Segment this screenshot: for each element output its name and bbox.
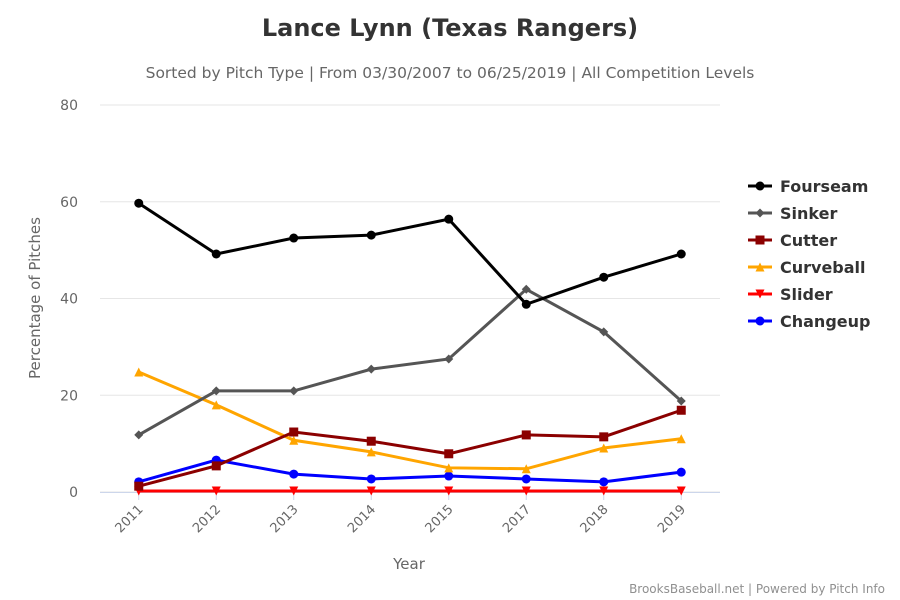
y-tick-label: 40 (60, 292, 78, 308)
data-point-curveball[interactable] (599, 443, 609, 453)
data-point-cutter[interactable] (599, 432, 609, 442)
legend-label: Cutter (780, 231, 837, 250)
legend-marker[interactable] (755, 235, 765, 245)
data-point-fourseam[interactable] (134, 198, 144, 208)
legend-marker[interactable] (755, 208, 765, 218)
data-point-changeup[interactable] (676, 467, 686, 477)
x-tick-label: 2014 (345, 502, 379, 536)
legend-item-fourseam[interactable]: Fourseam (748, 177, 868, 196)
series-fourseam (134, 198, 686, 309)
series-curveball (134, 367, 686, 474)
credits[interactable]: BrooksBaseball.net | Powered by Pitch In… (629, 582, 885, 596)
x-tick-label: 2019 (655, 502, 689, 536)
data-point-curveball[interactable] (134, 367, 144, 377)
series-line-sinker[interactable] (138, 287, 683, 437)
x-tick-label: 2017 (500, 502, 534, 536)
data-point-slider[interactable] (211, 486, 221, 496)
data-point-changeup[interactable] (599, 477, 609, 487)
legend-label: Fourseam (780, 177, 868, 196)
data-point-curveball[interactable] (366, 447, 376, 457)
data-point-sinker[interactable] (444, 354, 454, 364)
data-point-changeup[interactable] (521, 474, 531, 484)
legend-item-slider[interactable]: Slider (748, 285, 833, 304)
data-point-cutter[interactable] (521, 430, 531, 440)
series-line-fourseam[interactable] (137, 201, 682, 307)
data-point-cutter[interactable] (444, 449, 454, 459)
legend-item-curveball[interactable]: Curveball (748, 258, 866, 277)
y-axis-label: Percentage of Pitches (26, 217, 44, 379)
data-point-fourseam[interactable] (289, 233, 299, 243)
data-point-curveball[interactable] (676, 434, 686, 444)
data-point-sinker[interactable] (366, 364, 376, 374)
legend-marker[interactable] (755, 316, 765, 326)
data-point-sinker[interactable] (289, 386, 299, 396)
series-sinker (134, 284, 686, 440)
legend-label: Curveball (780, 258, 866, 277)
data-point-curveball[interactable] (521, 464, 531, 474)
data-point-slider[interactable] (444, 486, 454, 496)
data-point-cutter[interactable] (211, 461, 221, 471)
data-point-sinker[interactable] (599, 327, 609, 337)
chart-title: Lance Lynn (Texas Rangers) (262, 14, 638, 42)
x-tick-label: 2012 (190, 502, 224, 536)
data-point-changeup[interactable] (366, 474, 376, 484)
y-tick-label: 0 (69, 485, 78, 501)
legend-item-sinker[interactable]: Sinker (748, 204, 837, 223)
y-tick-label: 60 (60, 195, 78, 211)
data-point-cutter[interactable] (289, 427, 299, 437)
x-tick-label: 2011 (113, 502, 147, 536)
y-tick-label: 80 (60, 98, 78, 114)
series-cutter (134, 405, 686, 491)
data-point-fourseam[interactable] (676, 249, 686, 259)
series-slider (134, 486, 686, 496)
series-line-changeup[interactable] (138, 458, 682, 484)
data-point-slider[interactable] (289, 486, 299, 496)
legend-marker[interactable] (755, 181, 765, 191)
legend-item-cutter[interactable]: Cutter (748, 231, 837, 250)
legend-item-changeup[interactable]: Changeup (748, 312, 870, 331)
legend-label: Changeup (780, 312, 870, 331)
chart-subtitle: Sorted by Pitch Type | From 03/30/2007 t… (146, 64, 755, 82)
data-point-sinker[interactable] (134, 430, 144, 440)
data-point-cutter[interactable] (134, 481, 144, 491)
data-point-slider[interactable] (676, 486, 686, 496)
series-line-curveball[interactable] (138, 370, 682, 471)
legend-label: Sinker (780, 204, 837, 223)
x-tick-label: 2013 (268, 502, 302, 536)
data-point-cutter[interactable] (676, 405, 686, 415)
legend-marker[interactable] (755, 262, 765, 272)
y-tick-label: 20 (60, 388, 78, 404)
data-point-fourseam[interactable] (211, 249, 221, 259)
data-point-sinker[interactable] (211, 386, 221, 396)
data-point-slider[interactable] (599, 486, 609, 496)
legend-label: Slider (780, 285, 833, 304)
data-point-curveball[interactable] (211, 400, 221, 410)
data-point-slider[interactable] (366, 486, 376, 496)
data-point-changeup[interactable] (289, 469, 299, 479)
data-point-curveball[interactable] (289, 435, 299, 445)
x-tick-label: 2015 (423, 502, 457, 536)
data-point-sinker[interactable] (676, 396, 686, 406)
data-point-cutter[interactable] (366, 436, 376, 446)
legend-marker[interactable] (755, 289, 765, 299)
data-point-fourseam[interactable] (366, 230, 376, 240)
x-axis-label: Year (392, 555, 426, 573)
data-point-sinker[interactable] (521, 284, 531, 294)
data-point-fourseam[interactable] (599, 272, 609, 282)
data-point-changeup[interactable] (444, 471, 454, 481)
x-tick-label: 2018 (578, 502, 612, 536)
series-line-cutter[interactable] (138, 408, 682, 488)
data-point-fourseam[interactable] (521, 299, 531, 309)
data-point-fourseam[interactable] (444, 214, 454, 224)
data-point-slider[interactable] (521, 486, 531, 496)
data-point-curveball[interactable] (444, 463, 454, 473)
